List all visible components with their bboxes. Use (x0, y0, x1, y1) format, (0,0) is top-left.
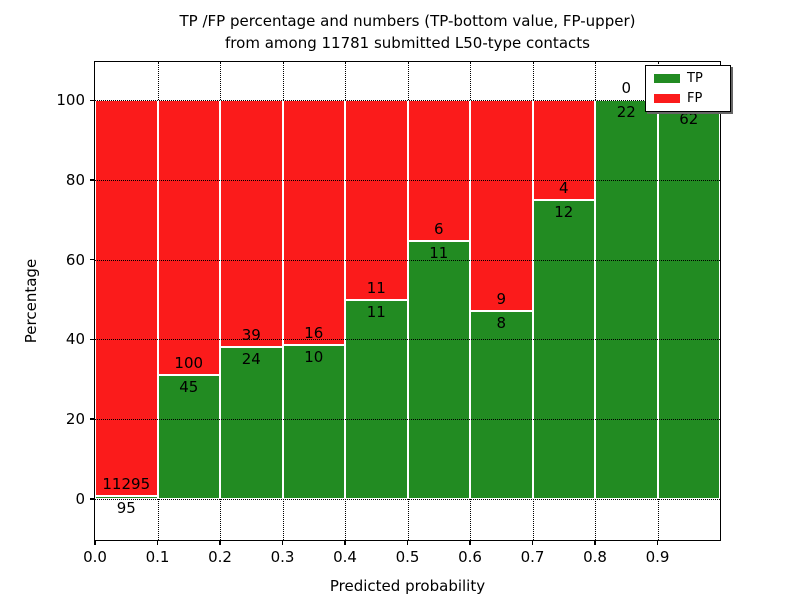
x-tick-mark (344, 540, 346, 545)
legend-swatch-tp (654, 74, 680, 83)
y-tick-mark (90, 418, 95, 420)
bar-segment-tp (595, 100, 658, 499)
y-tick-mark (90, 338, 95, 341)
chart-title-line2: from among 11781 submitted L50-type cont… (225, 34, 590, 52)
legend: TP FP (645, 65, 731, 112)
tp-count-label: 95 (116, 498, 136, 517)
bar-segment-tp (470, 311, 533, 499)
legend-label: TP (687, 71, 703, 86)
y-tick-label: 80 (65, 171, 85, 189)
horizontal-gridline (95, 259, 720, 261)
fp-count-label: 100 (174, 354, 204, 373)
horizontal-gridline (95, 419, 720, 421)
bar-boundary-line (407, 100, 409, 499)
x-tick-mark (156, 540, 159, 545)
y-tick-mark (90, 258, 95, 261)
x-tick-mark (406, 540, 409, 545)
bar-boundary-line (282, 100, 284, 499)
tp-count-label: 11 (366, 302, 386, 321)
tp-count-label: 10 (304, 348, 324, 367)
tp-count-label: 45 (179, 378, 199, 397)
bar-segment-tp (532, 199, 595, 499)
tp-count-label: 8 (496, 314, 507, 333)
bar-boundary-line (470, 100, 471, 499)
tp-count-label: 22 (616, 103, 636, 122)
bar-segment-fp (282, 100, 345, 346)
x-tick-label: 0.2 (208, 548, 232, 566)
chart-title-line1: TP /FP percentage and numbers (TP-bottom… (179, 12, 636, 30)
y-tick-mark (90, 99, 95, 102)
x-axis-label: Predicted probability (329, 577, 486, 595)
horizontal-gridline (95, 100, 720, 102)
fp-count-label: 11 (366, 278, 386, 297)
fp-count-label: 11295 (102, 474, 151, 493)
chart-title: TP /FP percentage and numbers (TP-bottom… (95, 10, 720, 54)
legend-swatch-fp (654, 94, 680, 103)
x-tick-label: 0.9 (645, 548, 670, 566)
bar-segment-fp (470, 100, 533, 312)
fp-count-label: 6 (433, 220, 444, 238)
x-tick-label: 0.7 (520, 548, 545, 566)
x-tick-label: 0.0 (83, 548, 107, 566)
bar-segment-tp (282, 345, 345, 499)
bar-segment-fp (95, 100, 158, 496)
x-tick-label: 0.6 (458, 548, 482, 566)
bar-segment-tp (345, 299, 408, 499)
bar-segment-tp (95, 495, 158, 499)
y-tick-label: 0 (75, 489, 85, 508)
y-tick-label: 100 (56, 91, 85, 110)
x-tick-label: 0.1 (145, 548, 170, 566)
y-tick-label: 40 (65, 330, 85, 349)
horizontal-gridline (95, 339, 720, 341)
x-tick-label: 0.3 (270, 548, 295, 566)
x-tick-mark (469, 540, 471, 545)
bar-segment-tp (220, 347, 283, 499)
tp-count-label: 62 (679, 109, 699, 128)
legend-item: TP (654, 72, 722, 85)
bar-segment-fp (345, 100, 408, 300)
y-tick-label: 20 (65, 410, 85, 429)
bar-boundary-line (220, 100, 221, 499)
bar-boundary-line (532, 100, 534, 499)
bar-segment-tp (407, 241, 470, 499)
horizontal-gridline (95, 180, 720, 181)
fp-count-label: 0 (621, 79, 632, 98)
legend-label: FP (687, 91, 703, 106)
bar-boundary-line (157, 100, 159, 499)
y-tick-label: 60 (65, 250, 85, 269)
x-tick-mark (594, 540, 596, 545)
x-tick-label: 0.8 (583, 548, 607, 566)
x-tick-mark (656, 540, 659, 545)
fp-count-label: 39 (241, 326, 261, 345)
bar-segment-fp (157, 100, 220, 376)
x-tick-label: 0.4 (333, 548, 357, 566)
bar-segment-fp (220, 100, 283, 348)
bar-boundary-line (595, 100, 596, 499)
chart-plot-area: Predicted probability Percentage 11295 95… (22, 61, 721, 595)
tp-count-label: 24 (241, 350, 261, 369)
fp-count-label: 9 (496, 290, 507, 309)
x-tick-mark (94, 540, 96, 545)
y-tick-mark (90, 498, 95, 500)
legend-item: FP (654, 92, 722, 105)
tp-count-label: 11 (429, 244, 449, 262)
bar-boundary-line (657, 100, 659, 499)
y-tick-mark (90, 179, 95, 181)
x-tick-mark (219, 540, 221, 545)
x-tick-mark (281, 540, 284, 545)
bar-segment-tp (657, 106, 720, 499)
bar-boundary-line (345, 100, 346, 499)
x-tick-mark (531, 540, 534, 545)
fp-count-label: 4 (558, 178, 569, 197)
horizontal-gridline (95, 498, 720, 500)
x-tick-label: 0.5 (395, 548, 420, 566)
y-axis-label: Percentage (22, 258, 40, 344)
fp-count-label: 16 (304, 324, 324, 343)
tp-count-label: 12 (554, 202, 574, 221)
